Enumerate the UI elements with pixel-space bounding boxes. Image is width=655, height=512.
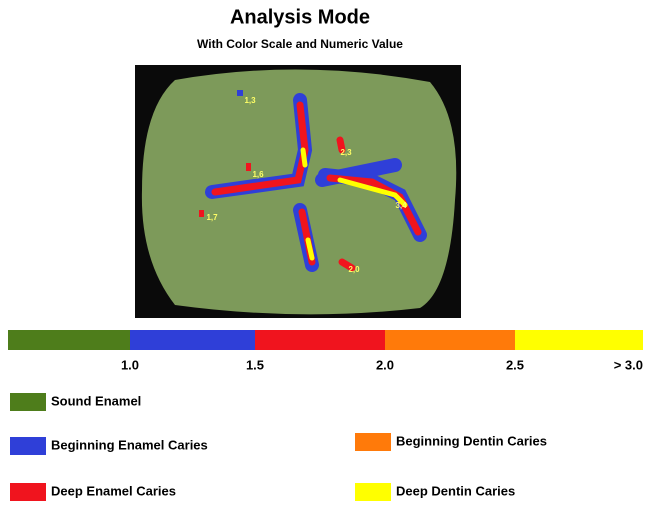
scale-segment [130, 330, 255, 350]
legend-label: Deep Enamel Caries [51, 483, 176, 498]
scale-tick-label: 2.5 [506, 357, 524, 372]
scale-segment [385, 330, 515, 350]
subtitle: With Color Scale and Numeric Value [197, 37, 403, 51]
reading-label: 3,4 [395, 201, 407, 210]
reading-label: 1,7 [206, 213, 218, 222]
scale-tick-label: 1.5 [246, 357, 264, 372]
scale-segment [255, 330, 385, 350]
legend-swatch [10, 437, 46, 455]
legend-swatch [355, 433, 391, 451]
scale-tick-label: > 3.0 [614, 357, 643, 372]
legend-label: Beginning Enamel Caries [51, 437, 208, 452]
reading-label: 1,3 [244, 96, 256, 105]
reading-label: 1,6 [252, 170, 264, 179]
title: Analysis Mode [230, 6, 370, 28]
scale-segment [8, 330, 130, 350]
legend-swatch [10, 393, 46, 411]
legend-label: Beginning Dentin Caries [396, 433, 547, 448]
scale-tick-label: 2.0 [376, 357, 394, 372]
scale-segment [515, 330, 643, 350]
legend-label: Sound Enamel [51, 393, 141, 408]
reading-label: 2,0 [348, 265, 360, 274]
legend-label: Deep Dentin Caries [396, 483, 515, 498]
legend-swatch [10, 483, 46, 501]
scale-tick-label: 1.0 [121, 357, 139, 372]
reading-label: 2,3 [340, 148, 352, 157]
legend-swatch [355, 483, 391, 501]
tooth-image [135, 65, 461, 318]
